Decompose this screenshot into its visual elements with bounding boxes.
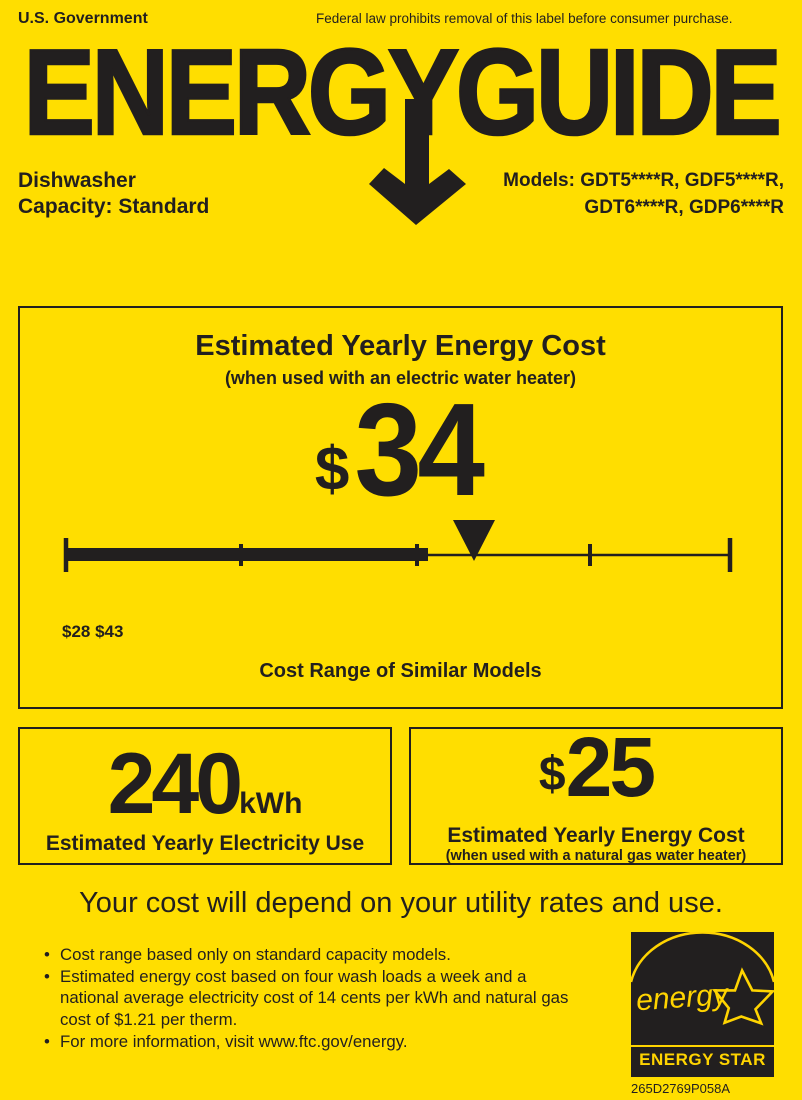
svg-text:energy: energy xyxy=(635,978,731,1017)
